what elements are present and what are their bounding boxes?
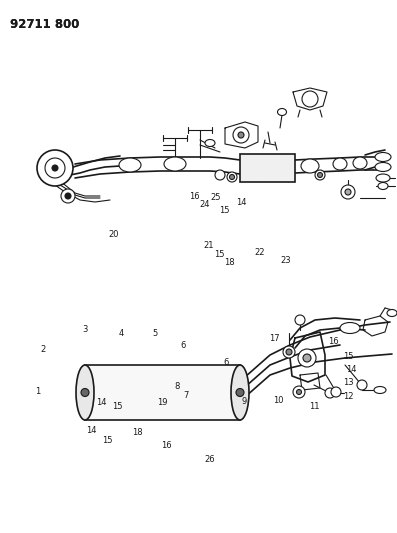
Text: 26: 26 (204, 455, 215, 464)
Ellipse shape (375, 163, 391, 172)
Ellipse shape (387, 310, 397, 317)
Text: 12: 12 (343, 392, 354, 400)
Text: 23: 23 (281, 256, 291, 264)
Circle shape (303, 354, 311, 362)
Ellipse shape (340, 322, 360, 334)
Circle shape (238, 132, 244, 138)
Text: 14: 14 (346, 365, 356, 374)
Circle shape (233, 127, 249, 143)
Text: 15: 15 (220, 206, 230, 215)
Text: 92711 800: 92711 800 (10, 18, 79, 31)
Text: 25: 25 (210, 193, 221, 202)
Ellipse shape (333, 158, 347, 170)
Circle shape (61, 189, 75, 203)
Ellipse shape (374, 386, 386, 393)
Text: 24: 24 (199, 200, 210, 208)
Ellipse shape (205, 140, 215, 147)
Text: 10: 10 (273, 396, 283, 405)
Ellipse shape (231, 365, 249, 420)
Text: 4: 4 (118, 329, 124, 337)
Text: 21: 21 (203, 241, 214, 249)
Text: 14: 14 (96, 398, 106, 407)
Circle shape (215, 170, 225, 180)
Ellipse shape (301, 159, 319, 173)
Text: 9: 9 (242, 397, 247, 406)
Text: 22: 22 (254, 248, 265, 257)
Text: 14: 14 (236, 198, 246, 207)
Text: 14: 14 (86, 426, 96, 435)
Circle shape (229, 174, 235, 180)
Circle shape (302, 91, 318, 107)
Circle shape (81, 389, 89, 397)
Ellipse shape (376, 174, 390, 182)
Ellipse shape (353, 157, 367, 169)
Circle shape (298, 349, 316, 367)
Circle shape (236, 389, 244, 397)
Circle shape (295, 315, 305, 325)
Bar (240, 154, 295, 182)
Ellipse shape (378, 182, 388, 190)
Text: 17: 17 (269, 335, 279, 343)
Circle shape (331, 387, 341, 397)
Text: 3: 3 (83, 325, 88, 334)
Circle shape (293, 386, 305, 398)
Ellipse shape (164, 157, 186, 171)
Ellipse shape (76, 365, 94, 420)
Text: 7: 7 (183, 391, 189, 400)
Circle shape (286, 349, 292, 355)
Circle shape (283, 346, 295, 358)
Text: 16: 16 (328, 337, 339, 345)
Text: 15: 15 (112, 402, 122, 411)
Text: 8: 8 (174, 383, 179, 391)
Text: 18: 18 (224, 258, 234, 266)
Bar (85, 365, 240, 420)
Ellipse shape (119, 158, 141, 172)
Circle shape (227, 172, 237, 182)
Circle shape (45, 158, 65, 178)
Text: 2: 2 (40, 345, 46, 353)
Text: 6: 6 (180, 341, 185, 350)
Text: 11: 11 (309, 402, 320, 410)
Text: 6: 6 (224, 358, 229, 367)
Circle shape (52, 165, 58, 171)
Text: 13: 13 (343, 378, 354, 387)
Circle shape (315, 170, 325, 180)
Text: 15: 15 (343, 352, 354, 360)
Circle shape (65, 193, 71, 199)
Text: 19: 19 (157, 398, 167, 407)
Circle shape (357, 380, 367, 390)
Circle shape (325, 388, 335, 398)
Text: 5: 5 (152, 329, 158, 337)
Ellipse shape (278, 109, 287, 116)
Circle shape (345, 189, 351, 195)
Text: 15: 15 (214, 251, 225, 259)
Text: 1: 1 (35, 387, 40, 396)
Circle shape (297, 390, 301, 394)
Text: 18: 18 (132, 429, 142, 437)
Text: 15: 15 (102, 436, 112, 445)
Ellipse shape (375, 152, 391, 161)
Circle shape (341, 185, 355, 199)
Text: 16: 16 (161, 441, 171, 449)
Text: 16: 16 (189, 192, 200, 200)
Text: 20: 20 (108, 230, 118, 239)
Circle shape (37, 150, 73, 186)
Circle shape (318, 173, 322, 177)
Text: 92711 800: 92711 800 (10, 18, 79, 31)
